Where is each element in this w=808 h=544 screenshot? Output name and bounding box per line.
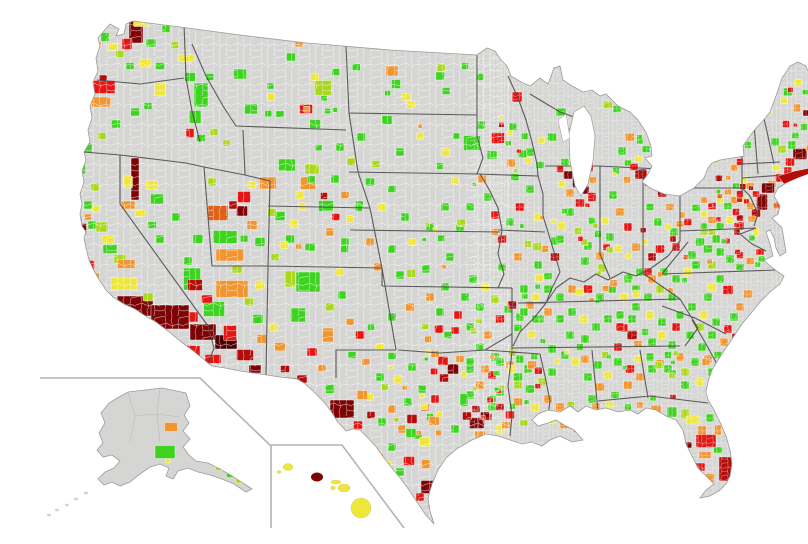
kauai [282,463,294,471]
coastline [79,20,808,525]
lanai [330,485,336,491]
maui [337,483,351,493]
alaska-land [96,387,253,493]
inset-borders [40,377,405,528]
lake-michigan [568,105,596,197]
aleutian-island [54,508,60,512]
molokai [330,479,342,485]
alaska-borough-lines [127,388,181,443]
oahu [310,472,324,482]
county-mesh-east [470,21,808,524]
green-bay [557,113,571,143]
hawaii-inset [276,463,372,519]
aleutian-island [46,513,52,517]
aleutian-island [64,503,70,507]
map-canvas [40,20,808,528]
aleutian-island [83,491,89,495]
long-island [777,168,808,185]
niihau [276,470,282,474]
alaska-inset [46,387,253,517]
aleutian-island [73,497,79,501]
us-counties-choropleth-map [40,16,808,528]
hawaii-island [350,497,372,519]
state-borders [83,23,799,437]
